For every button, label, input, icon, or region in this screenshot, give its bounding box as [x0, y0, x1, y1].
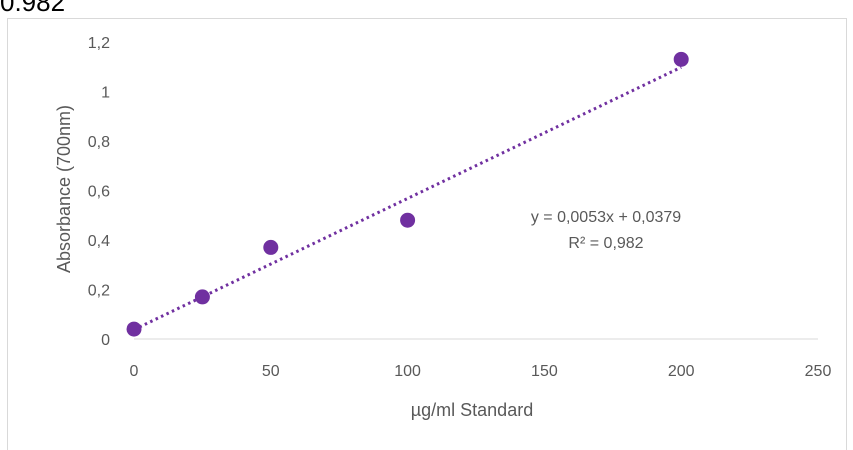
x-axis-title: µg/ml Standard: [411, 400, 533, 420]
x-tick-label: 50: [262, 363, 280, 380]
y-axis-title: Absorbance (700nm): [54, 105, 74, 273]
y-tick-label: 0,6: [88, 184, 110, 201]
y-tick-labels: 0 0,2 0,4 0,6 0,8 1 1,2: [88, 35, 110, 349]
x-tick-labels: 0 50 100 150 200 250: [130, 363, 832, 380]
r-squared-value: R² = 0,982: [568, 235, 643, 252]
x-tick-label: 0: [130, 363, 139, 380]
x-tick-label: 200: [668, 363, 695, 380]
data-point: [263, 239, 279, 255]
y-tick-label: 0,4: [88, 233, 110, 250]
linear-trendline: [133, 65, 682, 331]
equation-annotation: y = 0,0053x + 0,0379 R² = 0,982: [531, 209, 681, 252]
data-point: [400, 212, 416, 228]
y-tick-label: 1,2: [88, 35, 110, 52]
y-tick-label: 0,2: [88, 283, 110, 300]
y-tick-label: 0,8: [88, 134, 110, 151]
trendline-layer: [133, 65, 682, 331]
y-tick-label: 1: [101, 85, 110, 102]
y-tick-label: 0: [101, 332, 110, 349]
chart-area-border: [7, 18, 847, 450]
data-point: [126, 321, 142, 337]
data-point: [673, 51, 689, 67]
x-tick-label: 150: [531, 363, 558, 380]
x-tick-label: 250: [805, 363, 832, 380]
trendline-equation: y = 0,0053x + 0,0379: [531, 209, 681, 226]
cropped-top-text: 0.982: [0, 0, 66, 17]
data-point: [194, 289, 210, 305]
data-points: [126, 51, 689, 337]
x-tick-label: 100: [394, 363, 421, 380]
